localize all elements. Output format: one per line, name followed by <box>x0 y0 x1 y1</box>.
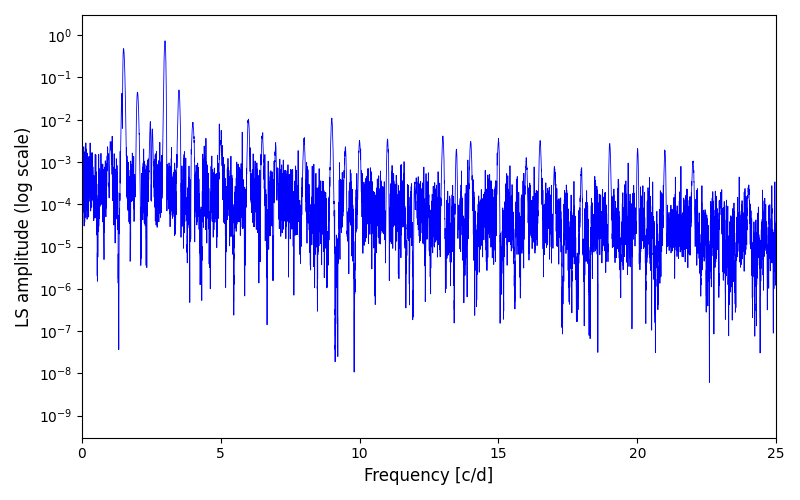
Y-axis label: LS amplitude (log scale): LS amplitude (log scale) <box>15 126 33 326</box>
X-axis label: Frequency [c/d]: Frequency [c/d] <box>364 467 494 485</box>
